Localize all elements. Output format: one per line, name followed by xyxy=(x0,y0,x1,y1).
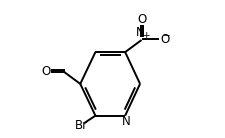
Text: O: O xyxy=(137,13,146,26)
Text: O: O xyxy=(160,33,169,46)
Text: N: N xyxy=(136,26,144,39)
Text: −: − xyxy=(161,31,169,40)
Text: N: N xyxy=(121,115,130,128)
Text: O: O xyxy=(41,65,50,78)
Text: Br: Br xyxy=(74,119,87,132)
Text: +: + xyxy=(141,31,148,40)
